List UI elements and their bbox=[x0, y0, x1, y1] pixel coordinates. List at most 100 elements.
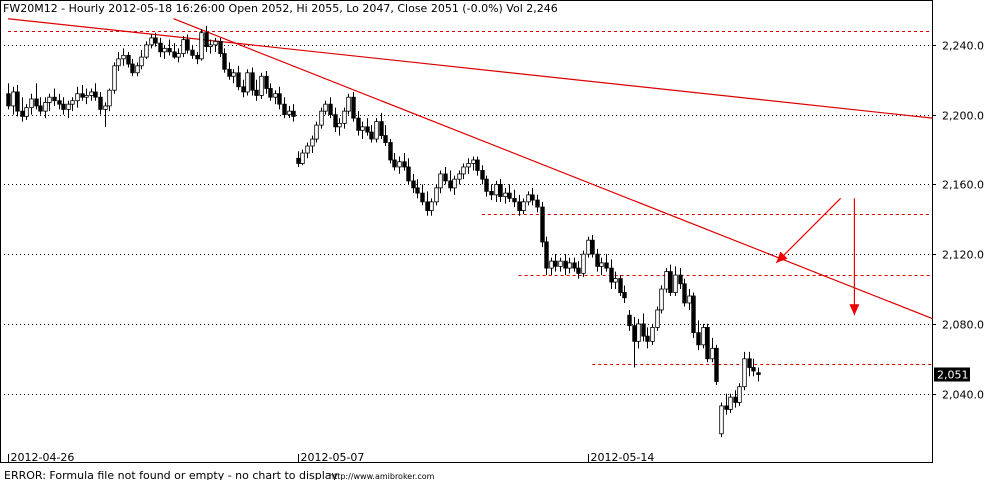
error-message: ERROR: Formula file not found or empty -… bbox=[4, 469, 339, 480]
candle-body bbox=[323, 103, 328, 112]
candle-body bbox=[167, 47, 172, 53]
candle-body bbox=[93, 91, 98, 98]
candle-body bbox=[139, 56, 144, 67]
candle bbox=[222, 48, 227, 73]
candle-body bbox=[503, 192, 508, 198]
candle bbox=[461, 163, 466, 180]
candle bbox=[61, 97, 66, 115]
candle-body bbox=[563, 260, 568, 269]
candle bbox=[245, 69, 250, 96]
candle bbox=[411, 173, 416, 194]
y-tick-label: 2,240.0 bbox=[942, 40, 984, 53]
candle-body bbox=[34, 98, 39, 107]
candle-body bbox=[737, 386, 742, 403]
candle bbox=[507, 184, 512, 202]
candle bbox=[277, 86, 282, 110]
grid-lines bbox=[0, 45, 932, 395]
candle bbox=[84, 88, 89, 105]
candle bbox=[632, 316, 637, 368]
candle bbox=[259, 72, 264, 99]
arrow-shaft bbox=[775, 197, 842, 264]
candle bbox=[323, 100, 328, 115]
candle bbox=[11, 86, 16, 115]
candle-body bbox=[659, 288, 664, 311]
candle bbox=[618, 275, 623, 297]
candle bbox=[291, 104, 296, 122]
candle-body bbox=[457, 173, 462, 180]
candle-body bbox=[195, 54, 200, 60]
candle bbox=[116, 51, 121, 72]
candle-body bbox=[383, 135, 388, 143]
candle bbox=[438, 170, 443, 194]
candle-body bbox=[107, 89, 112, 107]
candle-body bbox=[517, 201, 522, 211]
candle bbox=[402, 153, 407, 171]
candle bbox=[613, 271, 618, 290]
candle bbox=[466, 158, 471, 174]
candle bbox=[627, 309, 632, 331]
candle-body bbox=[52, 96, 57, 102]
candle bbox=[650, 323, 655, 345]
candle bbox=[636, 318, 641, 349]
y-tick-label: 2,080.0 bbox=[942, 319, 984, 332]
candle-body bbox=[259, 75, 264, 96]
candle-body bbox=[420, 192, 425, 203]
candle bbox=[107, 88, 112, 112]
candle-body bbox=[544, 241, 549, 269]
candle-body bbox=[434, 187, 439, 203]
y-axis: 2,040.0 2,080.0 2,120.0 2,160.0 2,200.0 2,240… bbox=[932, 40, 984, 402]
candle bbox=[342, 107, 347, 129]
candle bbox=[144, 41, 149, 59]
candle bbox=[190, 44, 195, 59]
candle bbox=[563, 254, 568, 276]
candle bbox=[549, 257, 554, 276]
trend-line bbox=[7, 18, 933, 119]
candle-body bbox=[452, 178, 457, 189]
candle-body bbox=[379, 121, 384, 136]
candle-body bbox=[553, 260, 558, 267]
candle-body bbox=[710, 347, 715, 360]
candle-body bbox=[250, 72, 255, 91]
candle-body bbox=[66, 103, 71, 110]
candle-body bbox=[351, 96, 356, 119]
candle bbox=[512, 189, 517, 208]
candle-body bbox=[15, 91, 20, 112]
candle bbox=[139, 50, 144, 70]
candle-body bbox=[342, 110, 347, 124]
candle-body bbox=[190, 49, 195, 56]
credit-link[interactable]: http://www.amibroker.com bbox=[329, 472, 435, 480]
candle-body bbox=[507, 192, 512, 199]
arrow-head bbox=[849, 304, 860, 316]
candle bbox=[544, 236, 549, 276]
candle bbox=[530, 187, 535, 206]
candle bbox=[567, 257, 572, 274]
last-price-box bbox=[934, 367, 970, 382]
candle-body bbox=[645, 335, 650, 342]
candle bbox=[526, 191, 531, 206]
candle bbox=[199, 29, 204, 61]
candle-body bbox=[678, 274, 683, 285]
candle bbox=[388, 139, 393, 164]
candle bbox=[714, 344, 719, 385]
candle bbox=[719, 402, 724, 438]
candle bbox=[540, 201, 545, 248]
candle-body bbox=[572, 262, 577, 269]
candle-body bbox=[268, 88, 273, 98]
candle bbox=[701, 323, 706, 349]
candle bbox=[521, 198, 526, 215]
candle-body bbox=[287, 110, 292, 116]
candle bbox=[751, 358, 756, 377]
candle-body bbox=[98, 96, 103, 110]
candle bbox=[38, 97, 43, 115]
candle-body bbox=[314, 124, 319, 140]
candle-body bbox=[20, 110, 25, 117]
candle bbox=[328, 97, 333, 119]
candle bbox=[98, 91, 103, 115]
candle-body bbox=[471, 159, 476, 164]
candle bbox=[517, 194, 522, 216]
candle-body bbox=[254, 89, 259, 96]
candle-body bbox=[650, 327, 655, 342]
candle bbox=[475, 156, 480, 176]
candle bbox=[484, 175, 489, 197]
